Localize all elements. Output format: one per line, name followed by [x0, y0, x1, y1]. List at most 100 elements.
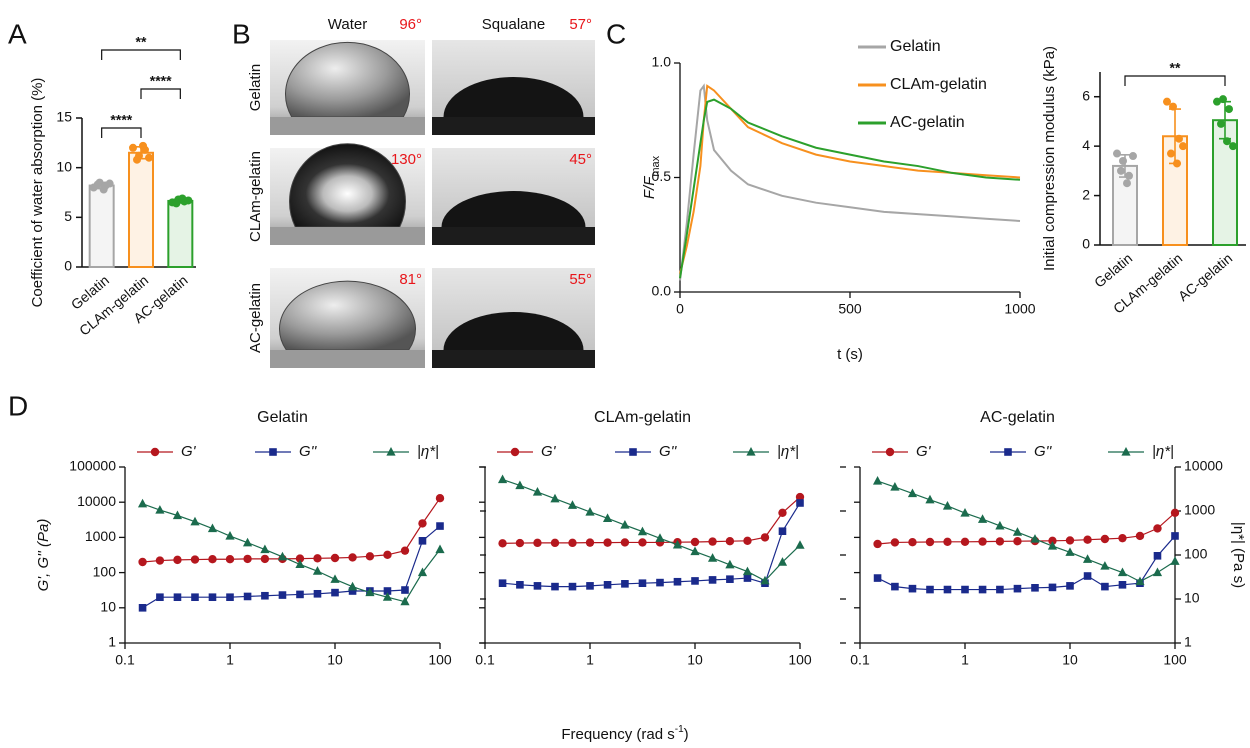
- y-tick-label: 1.0: [652, 54, 672, 70]
- marker: [777, 557, 788, 566]
- x-tick-label: 0: [676, 301, 684, 317]
- marker: [436, 522, 444, 530]
- y-tick-label: 1000: [85, 528, 116, 544]
- marker: [567, 500, 578, 509]
- marker: [365, 587, 375, 597]
- marker: [1066, 582, 1074, 590]
- marker: [1065, 547, 1075, 556]
- marker: [260, 544, 270, 554]
- data-point: [1125, 171, 1133, 180]
- data-point: [1117, 166, 1125, 175]
- marker: [1083, 535, 1092, 544]
- x-axis-label-text: Frequency (rad s: [561, 726, 674, 743]
- substrate: [270, 350, 425, 368]
- marker: [1031, 583, 1039, 592]
- x-axis-label-superscript: -1: [675, 724, 684, 735]
- data-point: [1225, 105, 1233, 114]
- marker: [795, 540, 805, 549]
- marker: [330, 574, 340, 583]
- data-point: [172, 199, 181, 208]
- x-tick-label: 1: [226, 652, 234, 668]
- marker: [400, 596, 410, 606]
- y-axis-label: F/Fmax: [641, 155, 662, 199]
- marker: [260, 554, 270, 564]
- substrate: [432, 117, 595, 135]
- marker: [796, 499, 804, 507]
- contact-angle: 96°: [399, 16, 422, 33]
- droplet: [285, 41, 410, 118]
- legend-marker: [885, 447, 895, 457]
- marker: [725, 536, 735, 546]
- series-line: [502, 478, 801, 582]
- marker: [760, 533, 770, 542]
- marker: [942, 500, 953, 510]
- x-axis-label: t (s): [837, 346, 863, 363]
- series-line: [877, 480, 1176, 583]
- droplet: [279, 280, 416, 351]
- series-line: [142, 497, 441, 563]
- significance-bracket: [140, 88, 181, 99]
- marker: [726, 575, 734, 583]
- marker: [725, 559, 735, 569]
- y-axis-label: Initial compression modulus (kPa): [1041, 46, 1058, 271]
- legend-marker: [629, 448, 637, 456]
- marker: [243, 592, 252, 601]
- series-line: [877, 512, 1176, 545]
- data-point: [133, 155, 141, 164]
- marker: [925, 537, 935, 547]
- marker: [295, 559, 305, 569]
- legend-label: G'': [299, 443, 318, 460]
- series-line: [502, 502, 801, 588]
- contact-angle: 55°: [569, 271, 592, 288]
- marker: [891, 582, 899, 591]
- marker: [383, 587, 392, 595]
- marker: [401, 586, 409, 594]
- x-tick-label: 0.1: [475, 652, 495, 668]
- marker: [1153, 552, 1162, 560]
- data-point: [1229, 142, 1237, 151]
- marker: [708, 576, 717, 584]
- x-tick-label: 1: [961, 652, 969, 668]
- marker: [172, 510, 183, 520]
- marker: [1118, 581, 1127, 589]
- marker: [778, 527, 787, 536]
- y-tick-label: 1: [108, 634, 116, 650]
- data-point: [93, 180, 102, 189]
- marker: [995, 537, 1005, 546]
- y-tick-label: 10000: [77, 493, 116, 509]
- marker: [707, 553, 718, 562]
- marker: [261, 591, 269, 600]
- series-line: [679, 83, 1021, 281]
- marker: [400, 546, 410, 555]
- y-tick-label: 0: [64, 258, 72, 274]
- marker: [890, 538, 900, 547]
- marker: [295, 554, 305, 563]
- marker: [550, 493, 560, 503]
- legend-marker: [746, 447, 756, 456]
- marker: [586, 582, 594, 590]
- marker: [225, 531, 235, 540]
- column-header: Squalane: [482, 16, 545, 33]
- marker: [655, 533, 665, 542]
- legend-marker: [269, 448, 277, 456]
- marker: [708, 537, 717, 546]
- panel-letter: C: [606, 18, 626, 49]
- marker: [620, 520, 630, 529]
- marker: [795, 492, 805, 502]
- data-point: [139, 141, 147, 150]
- significance-label: ****: [110, 112, 132, 128]
- y2-tick-label: 10: [1184, 590, 1200, 606]
- marker: [1048, 536, 1057, 546]
- substrate: [270, 227, 425, 245]
- marker: [1030, 534, 1040, 543]
- marker: [1101, 582, 1109, 591]
- marker: [672, 539, 683, 549]
- marker: [1083, 572, 1092, 580]
- legend-marker: [1121, 447, 1131, 456]
- legend-marker: [1004, 448, 1012, 456]
- marker: [907, 488, 918, 498]
- y-tick-label: 100: [93, 563, 117, 579]
- x-tick-label: 10: [327, 652, 343, 668]
- marker: [498, 579, 507, 587]
